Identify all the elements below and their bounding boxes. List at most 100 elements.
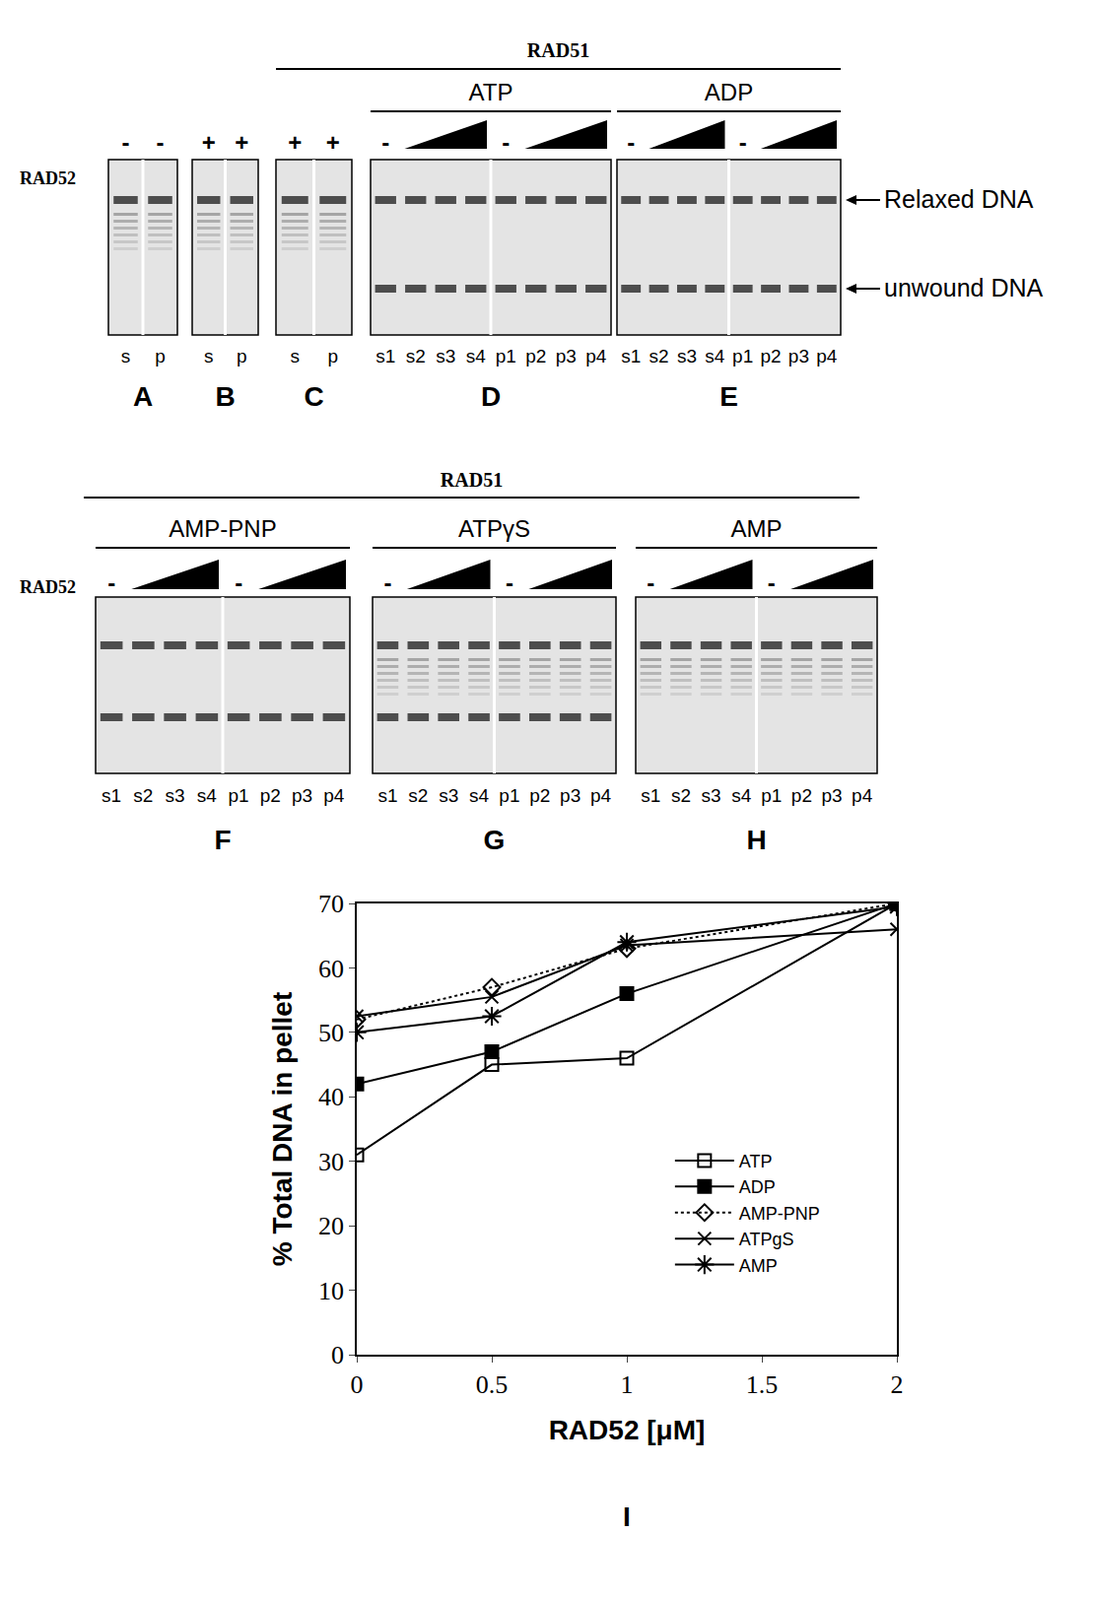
svg-text:s3: s3: [435, 345, 456, 367]
svg-text:p4: p4: [323, 785, 345, 807]
svg-text:p4: p4: [585, 345, 608, 367]
svg-text:-: -: [383, 569, 392, 597]
svg-text:s4: s4: [731, 785, 752, 807]
svg-text:-: -: [501, 129, 510, 156]
svg-text:p2: p2: [525, 345, 547, 367]
svg-text:0: 0: [331, 1341, 344, 1370]
svg-text:p2: p2: [791, 785, 813, 807]
svg-text:p: p: [236, 345, 248, 367]
svg-text:AMP: AMP: [730, 515, 782, 543]
svg-text:s2: s2: [671, 785, 691, 807]
svg-text:ADP: ADP: [739, 1177, 776, 1198]
svg-text:-: -: [234, 569, 243, 597]
svg-text:AMP-PNP: AMP-PNP: [168, 515, 276, 543]
svg-text:ATPγS: ATPγS: [458, 515, 531, 543]
svg-text:H: H: [746, 824, 766, 856]
svg-text:p1: p1: [498, 785, 520, 807]
svg-text:-: -: [626, 129, 635, 156]
svg-text:Relaxed DNA: Relaxed DNA: [884, 185, 1034, 213]
svg-text:p2: p2: [759, 345, 781, 367]
svg-text:s4: s4: [466, 345, 487, 367]
svg-text:s: s: [290, 345, 301, 367]
svg-text:1.5: 1.5: [746, 1370, 779, 1400]
svg-text:ATP: ATP: [739, 1152, 773, 1172]
svg-text:10: 10: [318, 1277, 344, 1306]
svg-text:s2: s2: [133, 785, 153, 807]
svg-text:40: 40: [318, 1083, 344, 1112]
svg-text:RAD52: RAD52: [19, 168, 76, 189]
svg-text:p1: p1: [760, 785, 782, 807]
svg-text:s1: s1: [377, 785, 398, 807]
svg-text:+: +: [234, 129, 249, 156]
svg-text:0.5: 0.5: [476, 1370, 509, 1400]
svg-text:ADP: ADP: [704, 78, 753, 106]
svg-text:ATPgS: ATPgS: [739, 1229, 795, 1250]
svg-text:0: 0: [350, 1370, 364, 1400]
svg-text:2: 2: [890, 1370, 904, 1400]
svg-text:s1: s1: [620, 345, 641, 367]
svg-text:s4: s4: [197, 785, 218, 807]
svg-text:D: D: [480, 381, 501, 412]
svg-text:s2: s2: [649, 345, 670, 367]
svg-text:p: p: [154, 345, 166, 367]
svg-text:p2: p2: [260, 785, 281, 807]
svg-text:s3: s3: [438, 785, 459, 807]
svg-text:B: B: [214, 381, 235, 412]
svg-text:-: -: [767, 569, 776, 597]
svg-text:AMP-PNP: AMP-PNP: [739, 1204, 820, 1225]
svg-text:-: -: [122, 129, 131, 156]
svg-text:50: 50: [318, 1019, 344, 1048]
svg-text:p: p: [327, 345, 339, 367]
svg-text:E: E: [719, 381, 739, 412]
svg-text:p1: p1: [732, 345, 753, 367]
svg-text:I: I: [622, 1502, 631, 1533]
svg-text:s4: s4: [704, 345, 726, 367]
svg-text:-: -: [739, 129, 748, 156]
svg-text:RAD51: RAD51: [440, 469, 503, 491]
svg-text:-: -: [156, 129, 165, 156]
svg-text:s4: s4: [469, 785, 490, 807]
svg-text:F: F: [213, 824, 231, 856]
svg-text:-: -: [381, 129, 390, 156]
svg-text:p4: p4: [816, 345, 838, 367]
svg-text:s3: s3: [677, 345, 697, 367]
svg-text:G: G: [483, 824, 506, 856]
svg-text:p3: p3: [291, 785, 313, 807]
svg-text:RAD52 [μM]: RAD52 [μM]: [548, 1415, 706, 1446]
svg-text:30: 30: [318, 1148, 344, 1177]
svg-text:-: -: [505, 569, 514, 597]
svg-text:p4: p4: [851, 785, 874, 807]
svg-text:s2: s2: [406, 345, 426, 367]
svg-text:s: s: [204, 345, 214, 367]
svg-text:p1: p1: [495, 345, 517, 367]
svg-text:unwound DNA: unwound DNA: [884, 273, 1044, 302]
svg-text:+: +: [326, 129, 341, 156]
svg-text:+: +: [287, 129, 302, 156]
svg-text:s1: s1: [101, 785, 122, 807]
svg-text:s: s: [121, 345, 132, 367]
svg-text:+: +: [202, 129, 216, 156]
svg-text:AMP: AMP: [739, 1256, 778, 1277]
svg-text:RAD51: RAD51: [527, 39, 590, 62]
svg-text:% Total DNA in pellet: % Total DNA in pellet: [267, 992, 298, 1267]
svg-text:p3: p3: [788, 345, 810, 367]
svg-text:A: A: [133, 381, 153, 412]
svg-text:RAD52: RAD52: [19, 577, 76, 598]
svg-text:s1: s1: [375, 345, 396, 367]
svg-text:-: -: [646, 569, 655, 597]
svg-text:20: 20: [318, 1212, 344, 1241]
svg-text:p4: p4: [590, 785, 613, 807]
svg-text:s3: s3: [165, 785, 186, 807]
svg-text:p2: p2: [529, 785, 550, 807]
svg-text:C: C: [303, 381, 324, 412]
svg-text:p3: p3: [555, 345, 577, 367]
svg-text:60: 60: [318, 955, 344, 984]
svg-text:ATP: ATP: [469, 78, 514, 106]
svg-text:s2: s2: [408, 785, 428, 807]
svg-text:s3: s3: [701, 785, 722, 807]
svg-text:p3: p3: [820, 785, 842, 807]
svg-text:1: 1: [620, 1370, 634, 1400]
svg-text:p1: p1: [228, 785, 250, 807]
svg-text:s1: s1: [640, 785, 661, 807]
svg-text:-: -: [107, 569, 116, 597]
